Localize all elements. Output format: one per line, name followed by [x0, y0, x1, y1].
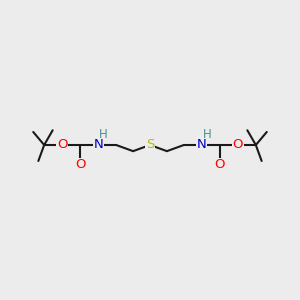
Text: H: H: [99, 128, 107, 142]
Text: N: N: [93, 139, 103, 152]
Text: O: O: [232, 139, 243, 152]
Text: O: O: [57, 139, 68, 152]
Text: O: O: [214, 158, 225, 172]
Text: S: S: [146, 139, 154, 152]
Text: H: H: [202, 128, 211, 142]
Text: O: O: [75, 158, 86, 172]
Text: N: N: [197, 139, 207, 152]
